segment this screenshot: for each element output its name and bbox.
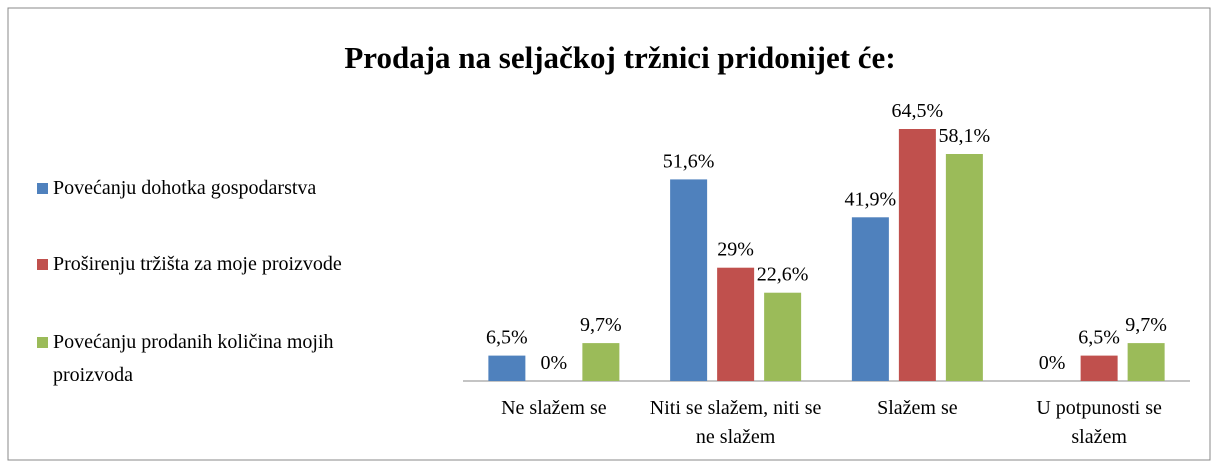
data-label: 0% <box>1039 352 1066 374</box>
data-label: 9,7% <box>580 314 622 336</box>
chart-border <box>7 7 1211 461</box>
bar <box>717 267 755 381</box>
legend-item: Povećanju prodanih količina mojih proizv… <box>37 326 377 392</box>
data-label: 29% <box>717 239 754 261</box>
data-label: 58,1% <box>939 125 991 147</box>
legend-item: Proširenju tržišta za moje proizvode <box>37 248 377 281</box>
bar <box>1127 343 1165 381</box>
chart-title: Prodaja na seljačkoj tržnici pridonijet … <box>344 40 895 75</box>
bar <box>851 217 889 381</box>
data-label: 64,5% <box>892 100 944 122</box>
data-label: 6,5% <box>1078 327 1120 349</box>
x-tick-label: U potpunosti se slažem <box>1036 397 1162 448</box>
x-tick-label: Slažem se <box>877 397 958 419</box>
bar <box>670 179 708 381</box>
legend-label: Proširenju tržišta za moje proizvode <box>53 253 342 275</box>
bar <box>488 355 526 381</box>
bar <box>945 154 983 381</box>
bar <box>1080 355 1118 381</box>
bar <box>764 292 802 381</box>
x-tick-label: Niti se slažem, niti se ne slažem <box>649 397 822 448</box>
legend-swatch <box>37 183 48 194</box>
data-label: 51,6% <box>663 150 715 172</box>
legend-label: Povećanju prodanih količina mojih proizv… <box>53 331 334 386</box>
x-tick-label: Ne slažem se <box>501 397 607 419</box>
legend-item: Povećanju dohotka gospodarstva <box>37 172 377 205</box>
bar <box>898 129 936 381</box>
legend-label: Povećanju dohotka gospodarstva <box>53 177 317 199</box>
bar <box>582 343 620 381</box>
data-label: 9,7% <box>1125 314 1167 336</box>
legend-swatch <box>37 337 48 348</box>
legend-swatch <box>37 259 48 270</box>
data-label: 0% <box>541 352 568 374</box>
data-label: 22,6% <box>757 264 809 286</box>
data-label: 6,5% <box>486 327 528 349</box>
data-label: 41,9% <box>845 188 897 210</box>
